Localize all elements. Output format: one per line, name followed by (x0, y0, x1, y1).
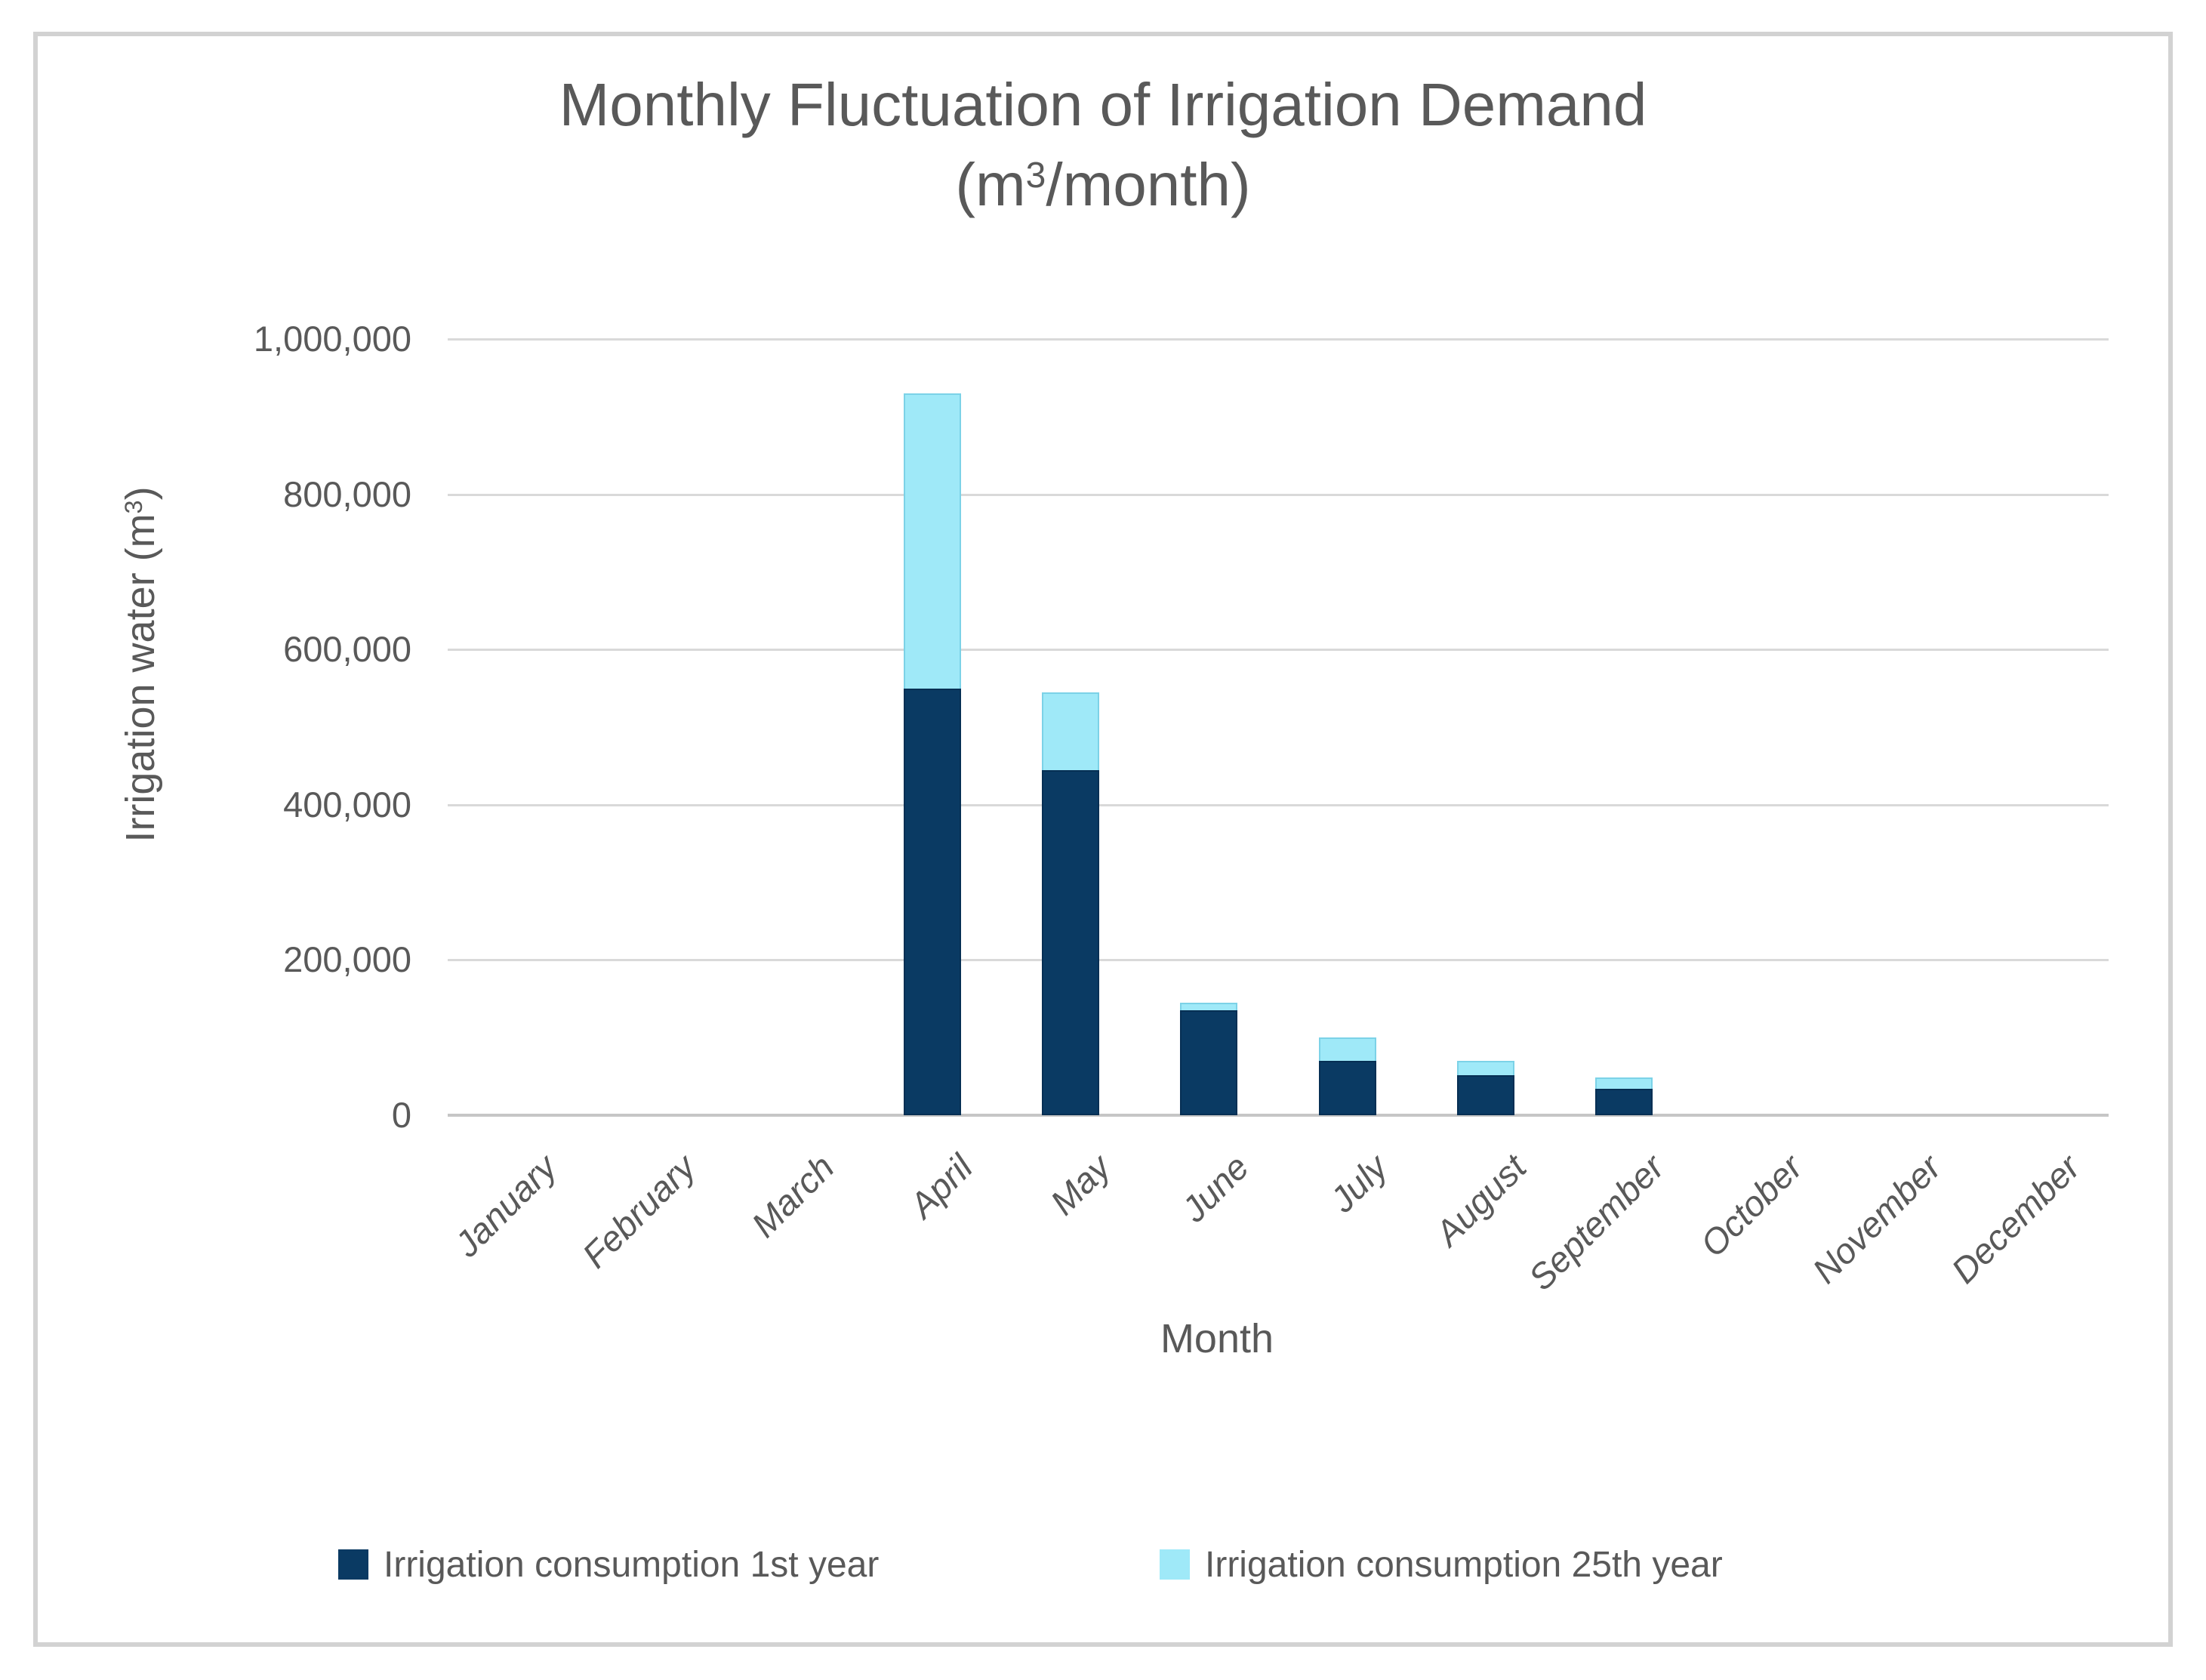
bar-june-year1 (1180, 1010, 1238, 1115)
legend-label-year25: Irrigation consumption 25th year (1205, 1544, 1723, 1585)
chart-frame (33, 32, 2173, 1647)
y-tick-label: 600,000 (283, 629, 411, 670)
chart-title: Monthly Fluctuation of Irrigation Demand… (0, 65, 2206, 224)
bar-may-year1 (1042, 769, 1099, 1115)
legend-swatch-year1 (338, 1549, 368, 1580)
bar-september-year1 (1595, 1089, 1653, 1115)
gridline (448, 959, 2109, 962)
legend-item-year1: Irrigation consumption 1st year (338, 1542, 879, 1587)
legend-label-year1: Irrigation consumption 1st year (384, 1544, 880, 1585)
x-axis-title: Month (1160, 1316, 1274, 1361)
y-tick-label: 400,000 (283, 784, 411, 825)
legend: Irrigation consumption 1st year Irrigati… (0, 1542, 2206, 1595)
y-tick-label: 0 (391, 1095, 411, 1135)
y-axis-superscript: 3 (119, 500, 147, 514)
bar-july-year1 (1318, 1061, 1376, 1115)
x-axis-line (448, 1114, 2109, 1117)
gridline (448, 803, 2109, 806)
y-tick-label: 1,000,000 (253, 319, 411, 359)
title-superscript: 3 (1025, 155, 1046, 196)
bar-april-year1 (903, 688, 961, 1115)
chart-title-line2: (m3/month) (955, 150, 1251, 218)
gridline (448, 338, 2109, 341)
y-tick-label: 800,000 (283, 473, 411, 514)
gridline (448, 493, 2109, 496)
gridline (448, 649, 2109, 652)
chart-title-line1: Monthly Fluctuation of Irrigation Demand (559, 71, 1647, 138)
y-tick-label: 200,000 (283, 939, 411, 980)
legend-swatch-year25 (1160, 1549, 1190, 1580)
y-axis-title: Irrigation water (m3) (118, 486, 163, 843)
legend-item-year25: Irrigation consumption 25th year (1160, 1542, 1723, 1587)
bar-august-year1 (1457, 1074, 1514, 1115)
